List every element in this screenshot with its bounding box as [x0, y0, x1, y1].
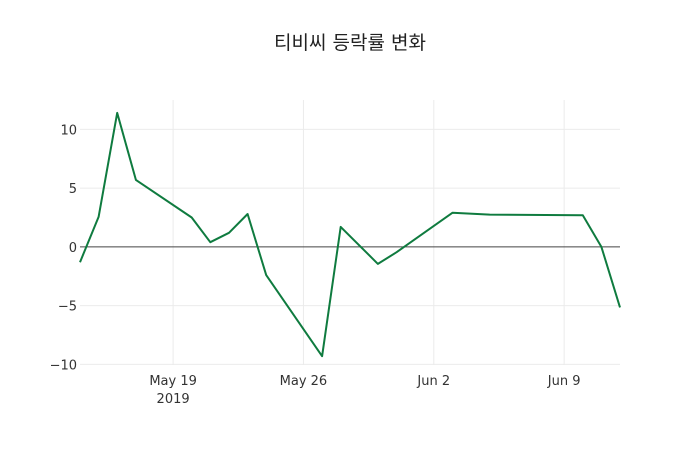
- x-tick-label: Jun 9: [547, 374, 581, 389]
- series-polyline: [79, 111, 621, 358]
- chart-title: 티비씨 등락률 변화: [274, 32, 426, 54]
- y-tick-label: −10: [50, 358, 77, 373]
- x-tick-year-label: 2019: [157, 392, 190, 407]
- series-line: [79, 111, 621, 358]
- y-tick-label: 5: [69, 182, 77, 197]
- y-tick-label: 0: [69, 241, 77, 256]
- x-tick-label: Jun 2: [416, 374, 450, 389]
- gridlines: [80, 100, 620, 365]
- y-tick-label: −5: [58, 300, 77, 315]
- y-axis-ticks: 10 5 0 −5 −10: [50, 123, 77, 373]
- x-tick-label: May 19: [149, 374, 197, 389]
- y-tick-label: 10: [60, 123, 77, 138]
- x-tick-label: May 26: [280, 374, 328, 389]
- x-axis-ticks: May 19 2019 May 26 Jun 2 Jun 9: [149, 374, 580, 407]
